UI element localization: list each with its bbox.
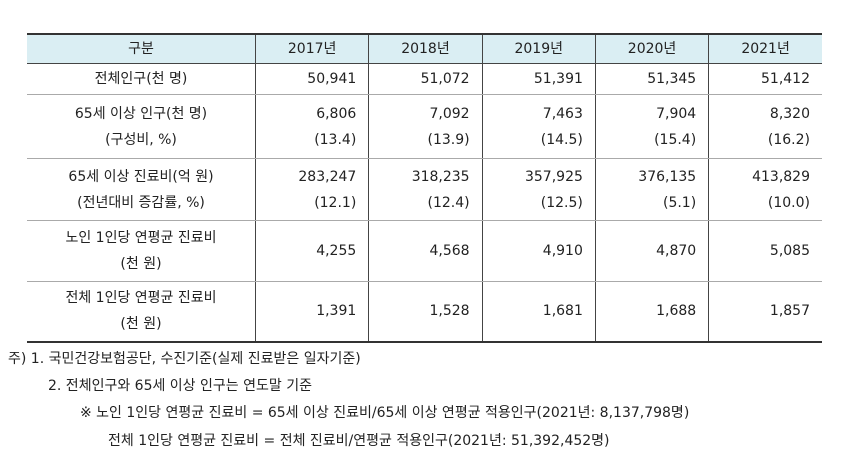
cell-line: 1,391 <box>316 303 357 320</box>
cell-line: 51,391 <box>533 71 583 87</box>
value-cell: 8,320 (16.2) <box>708 94 822 159</box>
cell-line: 50,941 <box>307 71 357 87</box>
row-label: 노인 1인당 연평균 진료비 (천 원) <box>27 220 256 282</box>
cell-line: 5,085 <box>769 243 810 259</box>
value-cell: 1,528 <box>368 281 483 343</box>
value-cell: 357,925 (12.5) <box>481 158 596 221</box>
header-cell: 2020년 <box>594 33 710 64</box>
header-cell: 2018년 <box>368 33 483 64</box>
cell-line: 전체 1인당 연평균 진료비 <box>65 290 217 307</box>
cell-line: 1,688 <box>656 303 697 320</box>
cell-line: 1,528 <box>429 303 470 320</box>
header-cell: 구분 <box>27 33 256 64</box>
header-cell: 2021년 <box>708 33 822 64</box>
value-cell: 7,904 (15.4) <box>594 94 710 159</box>
cell-line: 7,463 <box>542 105 583 122</box>
value-cell: 5,085 <box>708 220 822 282</box>
cell-line: 65세 이상 진료비(억 원) <box>68 168 214 185</box>
cell-line: (천 원) <box>120 316 162 333</box>
value-cell: 4,910 <box>481 220 596 282</box>
cell-line: (천 원) <box>120 256 162 272</box>
note-line: 전체 1인당 연평균 진료비 = 전체 진료비/연평균 적용인구(2021년: … <box>108 433 610 449</box>
cell-line: 1,681 <box>542 303 583 320</box>
cell-line: (구성비, %) <box>105 131 177 148</box>
cell-line: 413,829 <box>752 168 810 185</box>
header-cell: 2017년 <box>254 33 370 64</box>
cell-line: 318,235 <box>411 168 470 185</box>
value-cell: 50,941 <box>254 63 370 95</box>
cell-line: (12.4) <box>427 194 470 211</box>
cell-line: (5.1) <box>662 194 697 211</box>
value-cell: 1,857 <box>708 281 822 343</box>
cell-line: 전체인구(천 명) <box>94 71 188 87</box>
cell-line: 376,135 <box>638 168 697 185</box>
note-line: ※ 노인 1인당 연평균 진료비 = 65세 이상 진료비/65세 이상 연평균… <box>80 405 690 421</box>
cell-line: (13.9) <box>427 131 470 148</box>
value-cell: 318,235 (12.4) <box>368 158 483 221</box>
value-cell: 4,255 <box>254 220 370 282</box>
cell-line: 노인 1인당 연평균 진료비 <box>65 230 217 246</box>
cell-line: 4,568 <box>429 243 470 259</box>
table-row: 65세 이상 인구(천 명) (구성비, %) 6,806 (13.4) 7,092 (1… <box>27 94 822 159</box>
cell-line: 65세 이상 인구(천 명) <box>74 105 208 122</box>
cell-line: (15.4) <box>654 131 697 148</box>
value-cell: 51,072 <box>368 63 483 95</box>
value-cell: 7,463 (14.5) <box>481 94 596 159</box>
cell-line: 8,320 <box>769 105 810 122</box>
cell-line: (16.2) <box>767 131 810 148</box>
note-line: 2. 전체인구와 65세 이상 인구는 연도말 기준 <box>48 378 312 394</box>
cell-line: 7,092 <box>429 105 470 122</box>
value-cell: 1,391 <box>254 281 370 343</box>
cell-line: (전년대비 증감률, %) <box>77 194 205 211</box>
value-cell: 4,568 <box>368 220 483 282</box>
value-cell: 7,092 (13.9) <box>368 94 483 159</box>
table-row: 65세 이상 진료비(억 원) (전년대비 증감률, %) 283,247 (12.1… <box>27 158 822 221</box>
value-cell: 1,681 <box>481 281 596 343</box>
cell-line: (12.5) <box>540 194 583 211</box>
row-label: 전체인구(천 명) <box>27 63 256 95</box>
cell-line: (13.4) <box>314 131 357 148</box>
cell-line: (10.0) <box>767 194 810 211</box>
row-label: 65세 이상 진료비(억 원) (전년대비 증감률, %) <box>27 158 256 221</box>
note-line: 주) 1. 국민건강보험공단, 수진기준(실제 진료받은 일자기준) <box>8 351 361 367</box>
value-cell: 4,870 <box>594 220 710 282</box>
cell-line: (12.1) <box>314 194 357 211</box>
value-cell: 413,829 (10.0) <box>708 158 822 221</box>
value-cell: 6,806 (13.4) <box>254 94 370 159</box>
table-row: 전체인구(천 명) 50,941 51,072 51,391 51,345 51,412 <box>27 63 822 95</box>
cell-line: 6,806 <box>316 105 357 122</box>
cell-line: (14.5) <box>540 131 583 148</box>
row-label: 65세 이상 인구(천 명) (구성비, %) <box>27 94 256 159</box>
value-cell: 51,345 <box>594 63 710 95</box>
table-row: 전체 1인당 연평균 진료비 (천 원) 1,391 1,528 1,681 1,688 1… <box>27 281 822 343</box>
value-cell: 283,247 (12.1) <box>254 158 370 221</box>
table-row: 노인 1인당 연평균 진료비 (천 원) 4,255 4,568 4,910 4,870 5… <box>27 220 822 282</box>
cell-line: 7,904 <box>656 105 697 122</box>
cell-line: 51,345 <box>647 71 697 87</box>
cell-line: 51,412 <box>761 71 810 87</box>
cell-line: 1,857 <box>769 303 810 320</box>
header-row: 구분 2017년 2018년 2019년 2020년 2021년 <box>27 33 822 64</box>
cell-line: 283,247 <box>298 168 357 185</box>
value-cell: 51,391 <box>481 63 596 95</box>
cell-line: 4,870 <box>656 243 697 259</box>
value-cell: 51,412 <box>708 63 822 95</box>
value-cell: 376,135 (5.1) <box>594 158 710 221</box>
cell-line: 51,072 <box>420 71 470 87</box>
value-cell: 1,688 <box>594 281 710 343</box>
cell-line: 4,910 <box>542 243 583 259</box>
header-cell: 2019년 <box>481 33 596 64</box>
cell-line: 357,925 <box>524 168 583 185</box>
row-label: 전체 1인당 연평균 진료비 (천 원) <box>27 281 256 343</box>
cell-line: 4,255 <box>316 243 357 259</box>
